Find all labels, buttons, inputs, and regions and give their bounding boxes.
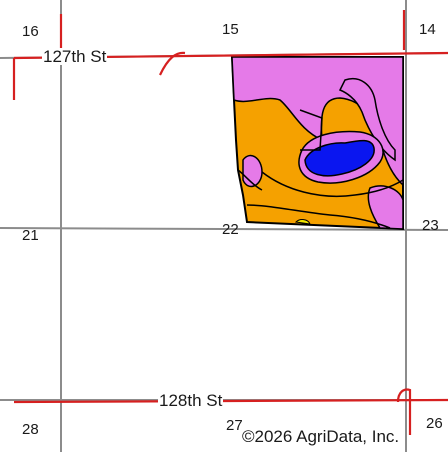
road-label-128th-st: 128th St	[158, 391, 224, 410]
section-label-15: 15	[222, 21, 239, 38]
soil-zone-pink-sw	[242, 154, 263, 188]
section-line-middle	[0, 227, 448, 231]
road-label-127th-st: 127th St	[42, 47, 108, 66]
soil-boundary-line	[299, 109, 323, 151]
soil-zone-pink-inner	[338, 78, 396, 162]
section-label-22: 22	[222, 221, 239, 238]
soil-boundary-line	[246, 204, 391, 229]
road-128th-st	[13, 398, 448, 404]
field-boundary	[230, 56, 404, 231]
road-128th-hook	[396, 388, 412, 435]
soil-boundary-line	[237, 169, 263, 191]
section-label-28: 28	[22, 421, 39, 438]
soil-boundary-line	[261, 171, 404, 198]
section-label-16: 16	[22, 23, 39, 40]
section-label-23: 23	[422, 217, 439, 234]
section-label-21: 21	[22, 227, 39, 244]
section-label-27: 27	[226, 417, 243, 434]
section-label-14: 14	[419, 21, 436, 38]
section-label-26: 26	[426, 415, 443, 432]
copyright-text: ©2026 AgriData, Inc.	[240, 427, 402, 446]
water-body	[304, 139, 375, 177]
road-127th-hook-mid	[159, 51, 186, 76]
soil-zone-yellow	[294, 219, 311, 225]
soil-zone-pink-south	[367, 185, 404, 230]
